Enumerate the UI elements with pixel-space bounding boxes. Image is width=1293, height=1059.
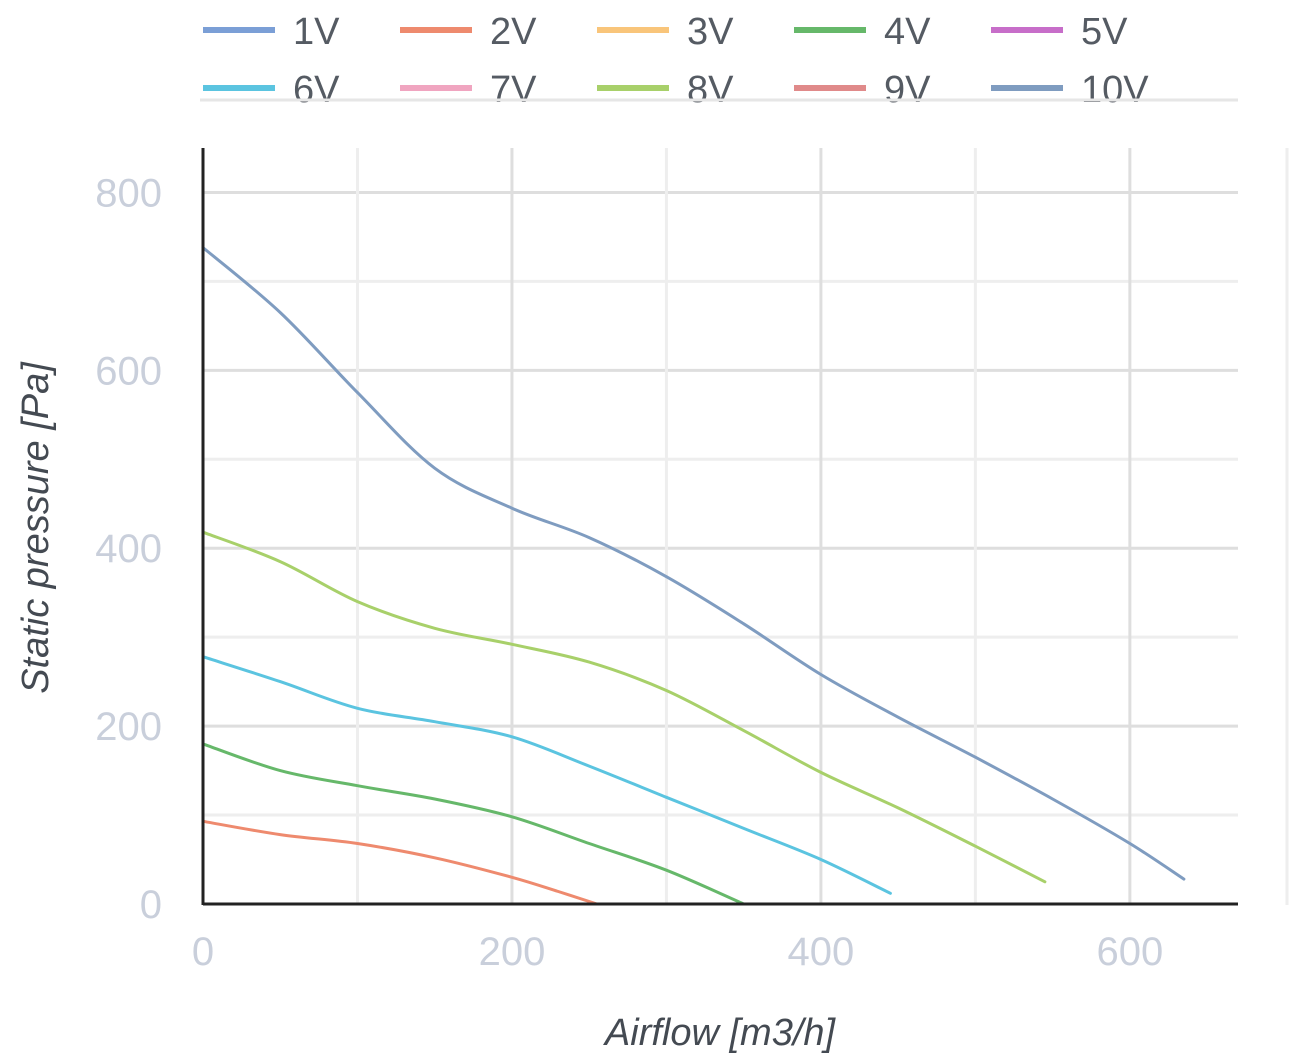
legend-item[interactable]: 6V [203,69,340,111]
legend-label: 9V [884,69,931,111]
legend-item[interactable]: 4V [794,11,931,53]
x-tick-label: 0 [192,930,214,974]
legend: 1V 2V 3V 4V 5V 6V 7V 8V 9V 10V [203,11,1149,111]
series-line-4v [201,742,746,906]
legend-item[interactable]: 1V [203,11,340,53]
x-tick-label: 600 [1096,930,1163,974]
x-tick-labels: 0 200 400 600 [192,930,1163,974]
series-line-2v [201,819,599,906]
legend-label: 5V [1081,11,1128,53]
legend-label: 8V [687,69,734,111]
legend-label: 1V [293,11,340,53]
y-tick-label: 0 [140,883,162,927]
legend-label: 2V [490,11,537,53]
legend-item[interactable]: 8V [597,69,734,111]
gridlines [203,148,1238,904]
y-tick-label: 400 [95,527,162,571]
legend-item[interactable]: 7V [400,69,537,111]
y-tick-label: 200 [95,705,162,749]
legend-label: 6V [293,69,340,111]
series-line-6v [201,655,892,895]
legend-item[interactable]: 10V [991,69,1149,111]
y-tick-label: 600 [95,349,162,393]
legend-item[interactable]: 9V [794,69,931,111]
series-line-10v [201,246,1186,881]
legend-label: 4V [884,11,931,53]
series-lines [201,246,1186,906]
x-tick-label: 200 [479,930,546,974]
series-line-8v [201,530,1047,884]
legend-label: 10V [1081,69,1149,111]
legend-item[interactable]: 2V [400,11,537,53]
y-tick-labels: 0 200 400 600 800 [95,171,162,927]
legend-item[interactable]: 3V [597,11,734,53]
legend-label: 7V [490,69,537,111]
y-tick-label: 800 [95,171,162,215]
y-axis-title: Static pressure [Pa] [15,361,57,694]
x-tick-label: 400 [788,930,855,974]
legend-label: 3V [687,11,734,53]
legend-item[interactable]: 5V [991,11,1128,53]
axes [201,148,1238,906]
x-axis-title: Airflow [m3/h] [603,1012,837,1054]
